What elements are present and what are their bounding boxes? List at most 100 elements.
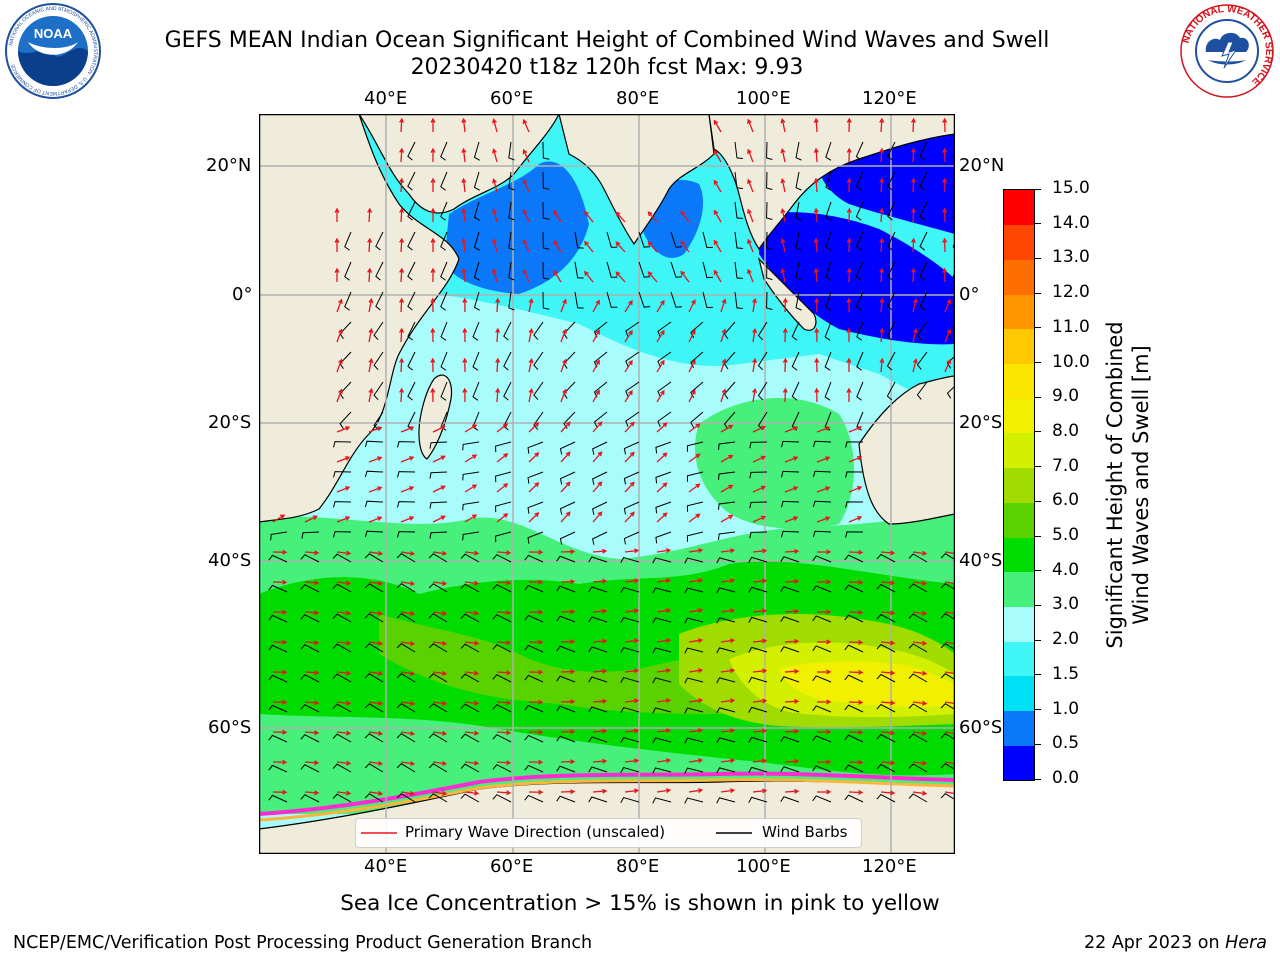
wind-barb [919,171,928,191]
wave-direction-arrow [615,241,626,253]
wind-barb [492,794,512,803]
wave-direction-arrow [752,455,767,463]
wave-direction-arrow [592,329,600,343]
colorbar-segment [1004,675,1034,712]
wind-barb [524,704,544,713]
wind-barb [559,501,576,515]
wave-direction-arrow [368,456,383,463]
wave-direction-arrow [522,178,530,193]
wave-direction-arrow [846,327,852,343]
wind-barb [620,676,640,684]
wave-direction-arrow [912,670,928,676]
wave-direction-arrow [496,453,509,463]
wave-direction-arrow [495,297,501,313]
wind-barb [440,201,448,221]
colorbar-segment [1004,398,1034,434]
wave-direction-arrow [688,423,701,433]
wind-barb [440,231,448,251]
colorbar-tick-label: 4.0 [1052,559,1080,580]
wind-barb [723,381,736,400]
wave-direction-arrow [784,456,799,463]
wind-barb [723,411,736,430]
wind-barb [508,291,515,311]
wave-direction-arrow [462,327,468,343]
wave-direction-arrow [560,358,567,373]
wave-direction-arrow [656,788,672,794]
wind-barb [855,201,864,221]
wind-barb [542,201,550,220]
footer-date: 22 Apr 2023 on Hera [1084,933,1267,953]
wind-barb [748,556,768,563]
colorbar-segment [1004,537,1034,573]
wind-barb [556,555,576,563]
wave-direction-arrow [879,177,885,193]
wave-direction-arrow [816,729,832,735]
wind-barb [886,351,896,371]
wind-barb [429,441,448,449]
wave-direction-arrow [432,515,446,523]
wave-direction-arrow [400,761,416,766]
wind-barb [527,471,544,484]
wave-direction-arrow [400,516,415,523]
wind-barb [373,321,384,341]
colorbar-segment [1004,294,1034,330]
wind-barb [460,703,480,713]
wave-direction-arrow [496,483,509,493]
wind-barb [652,647,672,654]
wind-barb [588,676,608,683]
wind-barb [655,471,672,484]
wind-barb [766,171,773,191]
wind-barb [606,261,618,278]
wind-barb [916,321,928,340]
wind-barb [407,381,416,401]
land-india [558,114,715,246]
wave-direction-arrow [846,237,852,253]
wind-barb [684,707,704,714]
wave-direction-arrow [272,549,288,555]
wave-direction-arrow [528,639,544,645]
wave-direction-arrow [942,237,948,253]
wave-direction-arrow [432,550,448,556]
wind-barb [473,291,480,311]
wave-direction-arrow [912,610,928,616]
wind-barb [574,231,584,249]
wind-barb [396,673,416,683]
wave-direction-arrow [813,147,819,163]
wind-barb [684,617,704,624]
wave-direction-arrow [656,728,672,734]
wave-direction-arrow [747,238,754,253]
wind-barb [620,556,640,564]
wind-barb [824,381,832,401]
wave-direction-arrow [560,669,576,675]
wave-direction-arrow [336,760,352,766]
wind-barb [844,614,864,623]
wind-barb [462,471,480,481]
wind-barb [876,703,896,713]
wind-barb [855,291,864,311]
wave-direction-arrow [368,516,383,523]
colorbar-tick-label: 14.0 [1052,212,1090,233]
wave-direction-arrow [368,486,383,493]
wave-direction-arrow [846,297,852,313]
wave-direction-arrow [430,147,436,162]
wind-barb [780,470,800,478]
wave-direction-arrow [784,516,799,523]
wave-direction-arrow [560,639,576,645]
wave-direction-legend-swatch [361,832,397,834]
wave-direction-arrow [492,268,498,283]
wind-barb [916,381,928,400]
wind-barb [887,201,896,221]
wind-barb [527,441,544,454]
wind-barb [473,231,480,251]
wind-barb [428,643,448,653]
wind-barb [919,201,928,221]
wind-barb [268,644,288,653]
wave-direction-arrow [399,177,405,193]
wave-direction-arrow [464,670,480,676]
wave-direction-arrow [747,118,754,133]
wave-direction-arrow [680,210,690,223]
wave-direction-arrow [944,791,955,796]
wave-direction-arrow [461,177,467,193]
wave-direction-arrow [304,760,320,766]
wind-barb [844,644,864,653]
